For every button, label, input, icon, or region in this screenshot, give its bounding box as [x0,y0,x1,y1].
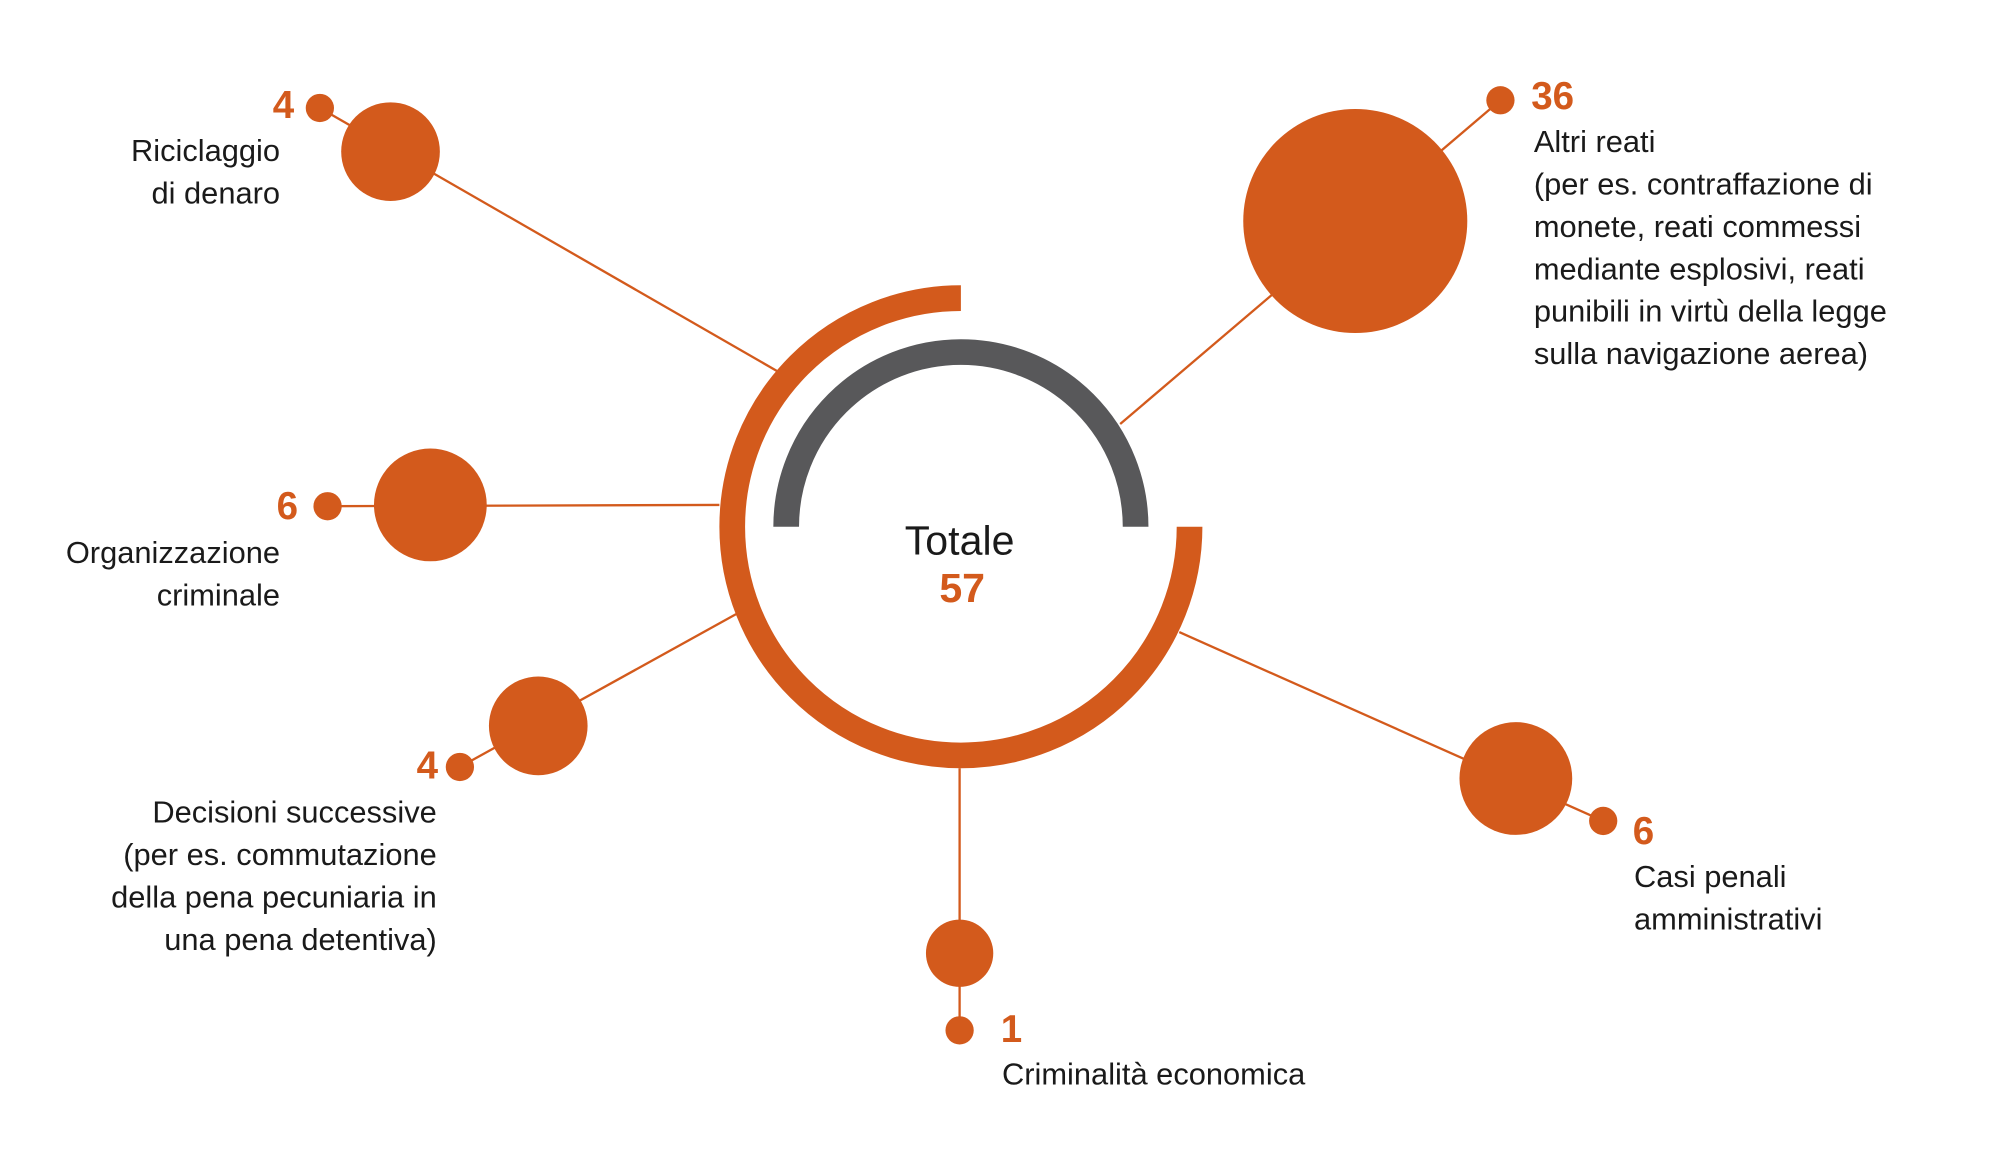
dot [445,752,475,782]
dot [1589,806,1618,836]
value-label: 6 [1633,810,1654,853]
value-label: 4 [273,84,295,127]
value-label: 1 [1001,1008,1022,1051]
category-label: una pena detentiva) [164,922,437,957]
bubble [1243,109,1468,334]
bubble [373,448,487,562]
category-label: Decisioni successive [152,795,436,830]
category-label: sulla navigazione aerea) [1534,336,1868,371]
total: 57 [939,565,985,611]
outer-ring [719,285,1203,769]
bubble [341,102,440,201]
dot [945,1016,974,1045]
category-label: (per es. commutazione [123,837,437,872]
center-label: Totale [905,517,1015,563]
inner-ring [773,339,1149,527]
category-label: della pena pecuniaria in [111,879,437,914]
bubble [488,676,588,776]
category-label: Altri reati [1534,124,1656,159]
category-label: Organizzazione [66,535,280,570]
category-label: mediante esplosivi, reati [1534,251,1865,286]
category-label: criminale [157,578,280,613]
category-label: monete, reati commessi [1534,209,1861,244]
category-label: punibili in virtù della legge [1534,294,1887,329]
category-label: Casi penali [1634,859,1787,894]
category-label: Riciclaggio [131,133,280,168]
value-label: 36 [1531,75,1574,118]
category-label: (per es. contraffazione di [1534,166,1873,201]
bubble [1459,722,1573,835]
bubble [925,919,994,987]
value-label: 6 [277,485,298,528]
dot [313,492,342,521]
category-label: amministrativi [1634,901,1822,936]
dot [305,93,334,123]
dot [1486,86,1515,115]
category-label: di denaro [151,175,280,210]
value-label: 4 [417,744,439,787]
category-label: Criminalità economica [1002,1057,1306,1092]
